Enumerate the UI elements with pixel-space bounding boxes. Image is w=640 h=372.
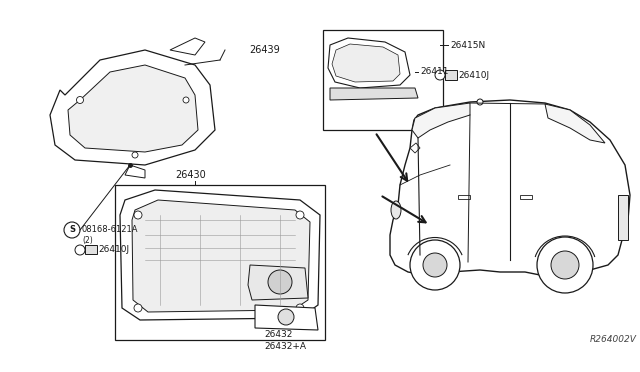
Bar [115,185,325,340]
Circle shape [64,222,80,238]
Polygon shape [328,38,410,88]
Text: 26411: 26411 [420,67,449,77]
Polygon shape [330,88,418,100]
Circle shape [477,99,483,105]
Circle shape [132,152,138,158]
Polygon shape [50,50,215,165]
Bar [85,245,97,254]
Text: 26432+A: 26432+A [264,342,306,351]
Polygon shape [248,265,308,300]
Bar [458,195,470,199]
Circle shape [537,237,593,293]
Circle shape [268,270,292,294]
Circle shape [296,304,304,312]
Text: 08168-6121A: 08168-6121A [82,225,138,234]
Text: 26432: 26432 [264,330,292,339]
Text: R264002V: R264002V [590,336,637,344]
Text: 26410J: 26410J [98,246,129,254]
Polygon shape [255,305,318,330]
Polygon shape [390,100,630,275]
Circle shape [423,253,447,277]
Circle shape [75,245,85,255]
Circle shape [183,97,189,103]
Polygon shape [170,38,205,55]
Polygon shape [120,190,320,320]
Polygon shape [132,200,310,312]
Circle shape [278,309,294,325]
Circle shape [296,211,304,219]
Polygon shape [125,165,145,178]
Circle shape [410,240,460,290]
Text: (2): (2) [82,235,93,244]
Text: 26430: 26430 [175,170,205,180]
Bar [323,30,443,130]
Circle shape [435,70,445,80]
Polygon shape [410,143,420,153]
Polygon shape [332,44,400,82]
Text: 26415N: 26415N [450,41,485,49]
Text: S: S [69,225,75,234]
Polygon shape [68,65,198,152]
Polygon shape [618,195,628,240]
Polygon shape [412,103,470,138]
Circle shape [551,251,579,279]
Text: 26410J: 26410J [458,71,489,80]
Bar [445,70,457,80]
Text: 26439: 26439 [250,45,280,55]
Ellipse shape [391,201,401,219]
Circle shape [77,96,83,103]
Bar [520,195,532,199]
Circle shape [134,211,142,219]
Polygon shape [545,104,605,143]
Circle shape [134,304,142,312]
